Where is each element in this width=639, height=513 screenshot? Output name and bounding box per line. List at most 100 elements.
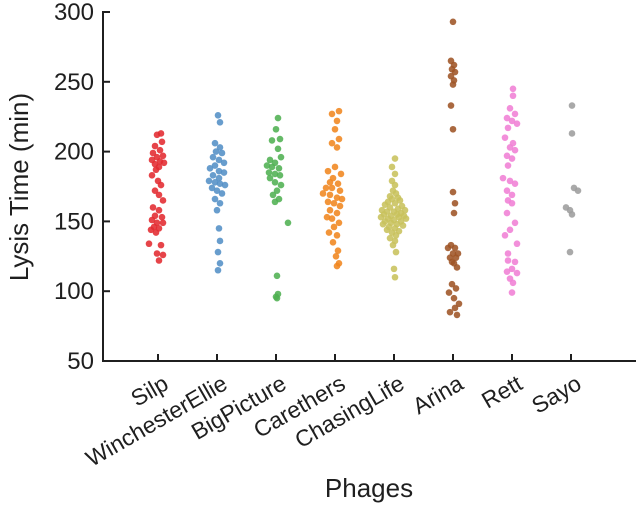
data-point-winchesterellie: [218, 190, 226, 197]
data-point-chasinglife: [383, 226, 391, 234]
data-point-carethers: [326, 179, 334, 186]
data-point-carethers: [337, 170, 345, 178]
data-point-bigpicture: [266, 174, 274, 182]
data-point-winchesterellie: [209, 172, 217, 179]
data-point-rett: [508, 265, 516, 273]
data-point-arina: [453, 264, 461, 271]
data-point-arina: [451, 199, 459, 207]
data-point-carethers: [323, 213, 331, 221]
data-point-sayo: [568, 211, 576, 218]
data-point-rett: [508, 289, 516, 296]
data-point-winchesterellie: [213, 187, 221, 194]
data-point-arina: [448, 280, 456, 288]
data-point-bigpicture: [271, 179, 279, 186]
data-point-sayo: [574, 187, 582, 194]
data-point-carethers: [329, 239, 337, 246]
data-point-winchesterellie: [206, 165, 214, 172]
data-point-bigpicture: [269, 191, 277, 199]
data-point-carethers: [336, 202, 344, 210]
data-point-bigpicture: [271, 170, 279, 178]
data-point-silp: [160, 159, 168, 167]
data-point-arina: [449, 18, 457, 26]
data-point-rett: [511, 219, 519, 227]
data-point-winchesterellie: [216, 237, 224, 245]
data-point-bigpicture: [276, 135, 284, 143]
data-point-rett: [503, 268, 511, 275]
data-point-chasinglife: [392, 248, 400, 256]
data-point-silp: [153, 131, 161, 139]
data-point-winchesterellie: [211, 179, 219, 186]
data-point-carethers: [328, 184, 336, 192]
data-point-chasinglife: [381, 201, 389, 208]
data-point-silp: [148, 216, 156, 224]
x-axis-label: Phages: [325, 473, 413, 503]
data-point-chasinglife: [388, 163, 396, 171]
data-point-carethers: [326, 206, 334, 214]
data-point-arina: [446, 308, 454, 316]
data-point-winchesterellie: [221, 181, 229, 189]
data-point-rett: [506, 144, 514, 151]
y-tick-label: 300: [54, 0, 94, 26]
data-point-carethers: [324, 198, 332, 206]
data-point-rett: [513, 240, 521, 248]
data-point-rett: [508, 191, 516, 199]
data-point-bigpicture: [274, 145, 282, 153]
data-point-rett: [504, 257, 512, 264]
data-point-winchesterellie: [215, 225, 223, 232]
data-point-carethers: [322, 184, 330, 192]
data-point-rett: [506, 226, 514, 234]
data-point-bigpicture: [277, 153, 285, 161]
data-point-silp: [151, 187, 159, 194]
data-point-carethers: [335, 219, 343, 227]
data-point-rett: [503, 187, 511, 194]
data-point-winchesterellie: [218, 149, 226, 157]
data-point-rett: [504, 250, 512, 257]
data-point-carethers: [335, 107, 343, 115]
data-point-arina: [445, 289, 453, 296]
data-point-winchesterellie: [220, 159, 228, 167]
data-point-arina: [444, 244, 452, 252]
x-tick-label: Arina: [408, 370, 468, 419]
data-point-carethers: [334, 180, 342, 188]
data-point-winchesterellie: [215, 174, 223, 182]
data-point-winchesterellie: [211, 139, 219, 147]
data-point-silp: [151, 142, 159, 150]
data-point-rett: [509, 279, 517, 287]
data-point-bigpicture: [266, 156, 274, 164]
data-point-silp: [159, 152, 167, 160]
data-point-sayo: [566, 248, 574, 256]
data-point-winchesterellie: [205, 177, 213, 185]
data-point-bigpicture: [284, 219, 292, 227]
data-point-winchesterellie: [214, 112, 222, 119]
data-point-arina: [447, 102, 455, 109]
data-point-silp: [152, 229, 160, 236]
data-point-winchesterellie: [216, 180, 224, 188]
data-point-rett: [503, 114, 511, 122]
data-point-arina: [453, 311, 461, 319]
data-point-rett: [506, 105, 514, 112]
data-point-silp: [149, 204, 157, 211]
data-point-chasinglife: [399, 222, 407, 229]
data-point-bigpicture: [274, 114, 282, 122]
data-point-rett: [499, 174, 507, 182]
data-point-chasinglife: [391, 155, 399, 162]
data-point-arina: [449, 188, 457, 196]
data-point-carethers: [333, 117, 341, 125]
data-point-carethers: [326, 191, 334, 199]
data-point-carethers: [325, 229, 333, 236]
data-point-chasinglife: [390, 265, 398, 273]
data-point-rett: [511, 110, 519, 118]
data-point-carethers: [331, 163, 339, 171]
data-point-winchesterellie: [216, 118, 224, 126]
data-point-carethers: [331, 125, 339, 133]
data-point-chasinglife: [391, 273, 399, 281]
data-point-carethers: [333, 232, 341, 239]
data-point-rett: [504, 124, 512, 132]
data-point-bigpicture: [272, 125, 280, 133]
data-point-bigpicture: [263, 162, 271, 169]
y-tick-label: 100: [54, 278, 94, 305]
data-point-silp: [145, 240, 153, 248]
data-point-winchesterellie: [216, 199, 224, 207]
data-point-rett: [503, 209, 511, 217]
